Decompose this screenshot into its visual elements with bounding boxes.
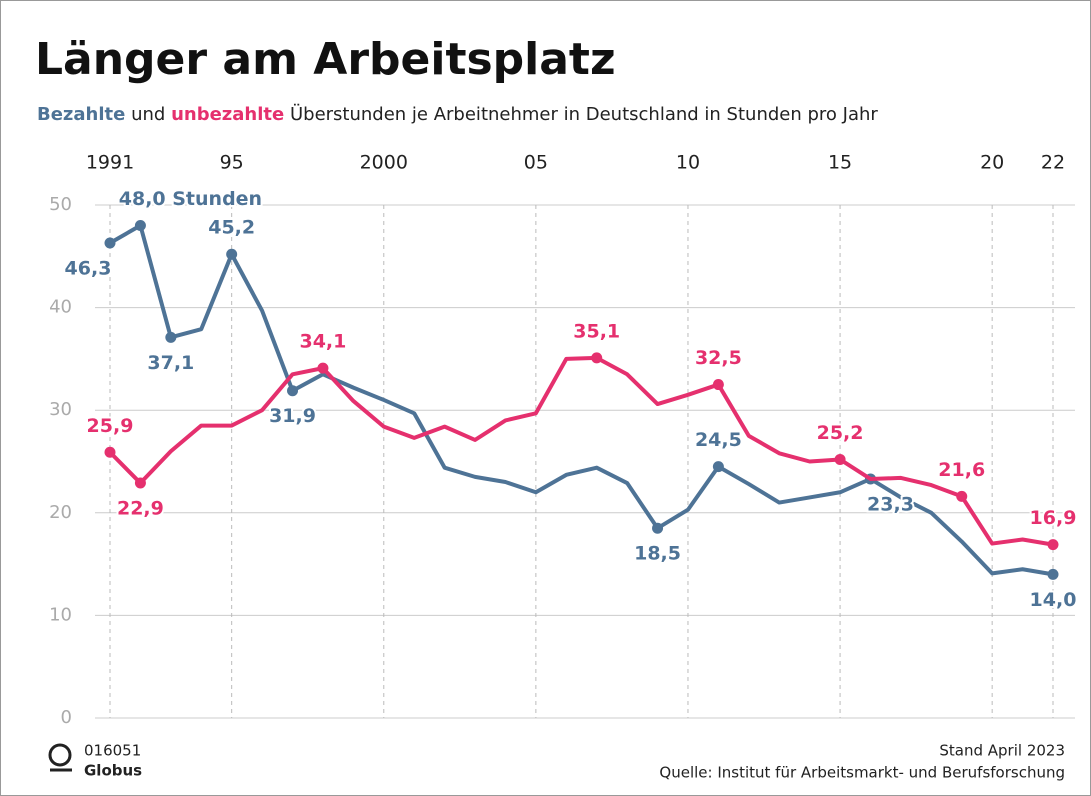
data-label: 24,5 — [695, 429, 742, 451]
data-label: 16,9 — [1030, 507, 1077, 529]
x-tick-label: 2000 — [360, 152, 408, 174]
data-point — [287, 385, 298, 396]
data-label: 18,5 — [634, 543, 681, 565]
y-tick-label: 10 — [49, 604, 72, 625]
data-label: 35,1 — [573, 320, 620, 342]
chart-subtitle: Bezahlte und unbezahlte Überstunden je A… — [37, 103, 878, 125]
data-label: 14,0 — [1030, 589, 1077, 611]
data-label: 25,2 — [817, 422, 864, 444]
date-note: Stand April 2023 — [939, 742, 1065, 760]
data-label: 23,3 — [867, 493, 914, 515]
x-tick-label: 05 — [524, 152, 548, 174]
data-point — [713, 461, 724, 472]
y-tick-label: 0 — [61, 707, 72, 728]
subtitle-text: Überstunden je Arbeitnehmer in Deutschla… — [290, 103, 878, 125]
data-label: 34,1 — [299, 331, 346, 353]
subtitle-joiner: und — [131, 104, 165, 125]
x-tick-label: 1991 — [86, 152, 134, 174]
x-tick-label: 20 — [980, 152, 1004, 174]
data-point — [135, 478, 146, 489]
data-point — [165, 332, 176, 343]
chart-title: Länger am Arbeitsplatz — [35, 34, 616, 85]
x-tick-label: 22 — [1041, 152, 1065, 174]
data-label: 21,6 — [938, 459, 985, 481]
data-point — [1048, 539, 1059, 550]
legend-entry: unbezahlte — [171, 104, 284, 125]
y-tick-label: 30 — [49, 399, 72, 420]
legend-entry: Bezahlte — [37, 104, 125, 125]
chart: Länger am Arbeitsplatz Bezahlte und unbe… — [0, 0, 1091, 796]
data-point — [105, 237, 116, 248]
y-tick-label: 50 — [49, 194, 72, 215]
y-tick-label: 40 — [49, 297, 72, 318]
x-tick-label: 15 — [828, 152, 852, 174]
data-point — [956, 491, 967, 502]
data-point — [835, 454, 846, 465]
code: 016051 — [84, 742, 141, 760]
data-point — [1048, 569, 1059, 580]
data-label: 32,5 — [695, 347, 742, 369]
data-label: 22,9 — [117, 498, 164, 520]
data-point — [713, 379, 724, 390]
data-label: 37,1 — [147, 352, 194, 374]
data-label: 25,9 — [87, 415, 134, 437]
x-tick-label: 10 — [676, 152, 700, 174]
data-point — [135, 220, 146, 231]
brand: Globus — [84, 762, 142, 780]
x-tick-label: 95 — [220, 152, 244, 174]
data-point — [591, 352, 602, 363]
data-label: 48,0 Stunden — [119, 188, 262, 210]
data-label: 46,3 — [65, 257, 112, 279]
data-label: 31,9 — [269, 405, 316, 427]
data-point — [226, 249, 237, 260]
source: Quelle: Institut für Arbeitsmarkt- und B… — [659, 764, 1065, 782]
data-point — [105, 447, 116, 458]
data-label: 45,2 — [208, 217, 255, 239]
data-point — [652, 523, 663, 534]
y-tick-label: 20 — [49, 502, 72, 523]
data-point — [317, 363, 328, 374]
